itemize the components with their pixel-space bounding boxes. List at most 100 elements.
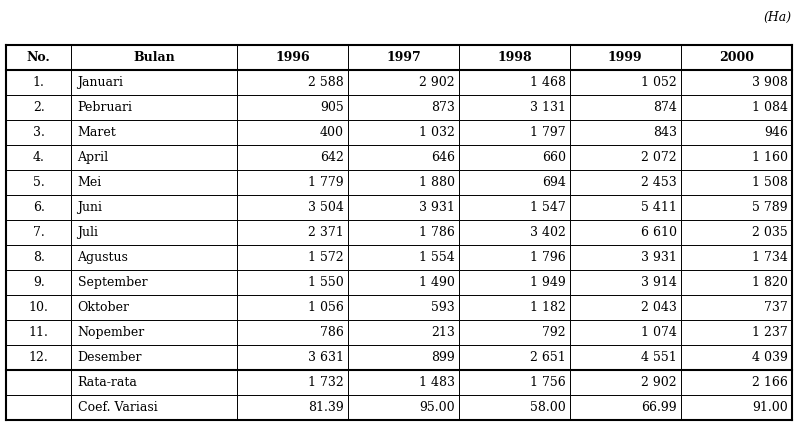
Text: Coef. Variasi: Coef. Variasi [77, 400, 157, 414]
Text: Juli: Juli [77, 226, 98, 239]
Text: 1 490: 1 490 [419, 276, 455, 289]
Text: 2 651: 2 651 [530, 351, 566, 364]
Text: Nopember: Nopember [77, 325, 144, 339]
Text: 642: 642 [320, 151, 344, 164]
Text: 792: 792 [542, 325, 566, 339]
Text: Desember: Desember [77, 351, 142, 364]
Text: Pebruari: Pebruari [77, 101, 132, 114]
Text: Januari: Januari [77, 76, 124, 89]
Text: 1 084: 1 084 [752, 101, 788, 114]
Text: 874: 874 [653, 101, 677, 114]
Text: 1 056: 1 056 [308, 301, 344, 314]
Text: 843: 843 [653, 126, 677, 139]
Text: Maret: Maret [77, 126, 117, 139]
Text: 3 504: 3 504 [308, 201, 344, 214]
Text: 2 072: 2 072 [641, 151, 677, 164]
Text: 1 160: 1 160 [752, 151, 788, 164]
Text: 5 789: 5 789 [752, 201, 788, 214]
Text: 2 902: 2 902 [419, 76, 455, 89]
Text: 899: 899 [431, 351, 455, 364]
Text: 1999: 1999 [608, 51, 642, 64]
Text: 694: 694 [542, 176, 566, 189]
Text: 905: 905 [320, 101, 344, 114]
Text: 646: 646 [431, 151, 455, 164]
Text: 3 131: 3 131 [530, 101, 566, 114]
Text: 3 908: 3 908 [752, 76, 788, 89]
Text: 2 453: 2 453 [641, 176, 677, 189]
Text: 6 610: 6 610 [641, 226, 677, 239]
Text: 2.: 2. [33, 101, 45, 114]
Text: 81.39: 81.39 [308, 400, 344, 414]
Text: 5.: 5. [33, 176, 45, 189]
Text: 660: 660 [542, 151, 566, 164]
Text: 1997: 1997 [386, 51, 421, 64]
Text: 66.99: 66.99 [641, 400, 677, 414]
Text: 2 371: 2 371 [308, 226, 344, 239]
Text: 10.: 10. [29, 301, 49, 314]
Text: 6.: 6. [33, 201, 45, 214]
Text: 3.: 3. [33, 126, 45, 139]
Text: 1 052: 1 052 [641, 76, 677, 89]
Text: 786: 786 [320, 325, 344, 339]
Text: 3 914: 3 914 [641, 276, 677, 289]
Text: 2000: 2000 [719, 51, 753, 64]
Text: 1 074: 1 074 [641, 325, 677, 339]
Text: 400: 400 [320, 126, 344, 139]
Text: 4 039: 4 039 [752, 351, 788, 364]
Text: 213: 213 [431, 325, 455, 339]
Text: Juni: Juni [77, 201, 102, 214]
Text: 9.: 9. [33, 276, 45, 289]
Text: 1 554: 1 554 [419, 250, 455, 264]
Text: 1 182: 1 182 [530, 301, 566, 314]
Text: 2 043: 2 043 [641, 301, 677, 314]
Text: Rata-rata: Rata-rata [77, 376, 137, 389]
Text: 3 931: 3 931 [641, 250, 677, 264]
Text: 1 786: 1 786 [419, 226, 455, 239]
Text: 5 411: 5 411 [641, 201, 677, 214]
Text: 1 779: 1 779 [308, 176, 344, 189]
Text: 7.: 7. [33, 226, 45, 239]
Text: 1 756: 1 756 [530, 376, 566, 389]
Text: Bulan: Bulan [133, 51, 175, 64]
Text: 1 880: 1 880 [419, 176, 455, 189]
Text: 1998: 1998 [497, 51, 531, 64]
Text: September: September [77, 276, 147, 289]
Text: 3 402: 3 402 [530, 226, 566, 239]
Text: 12.: 12. [29, 351, 49, 364]
Text: 1 820: 1 820 [752, 276, 788, 289]
Text: 4 551: 4 551 [641, 351, 677, 364]
Text: 737: 737 [764, 301, 788, 314]
Text: 4.: 4. [33, 151, 45, 164]
Text: Agustus: Agustus [77, 250, 128, 264]
Text: 1 508: 1 508 [752, 176, 788, 189]
Text: 1 572: 1 572 [308, 250, 344, 264]
Text: 873: 873 [431, 101, 455, 114]
Text: 593: 593 [431, 301, 455, 314]
Text: 1 547: 1 547 [530, 201, 566, 214]
Text: 91.00: 91.00 [752, 400, 788, 414]
Text: 1 032: 1 032 [419, 126, 455, 139]
Text: 1 483: 1 483 [419, 376, 455, 389]
Text: 946: 946 [764, 126, 788, 139]
Text: 1.: 1. [33, 76, 45, 89]
Text: 11.: 11. [29, 325, 49, 339]
Text: Oktober: Oktober [77, 301, 129, 314]
Text: 2 588: 2 588 [308, 76, 344, 89]
Text: 1 468: 1 468 [530, 76, 566, 89]
Text: (Ha): (Ha) [764, 11, 792, 24]
Text: 1 550: 1 550 [308, 276, 344, 289]
Text: 2 902: 2 902 [641, 376, 677, 389]
Text: 1 734: 1 734 [752, 250, 788, 264]
Text: 1 796: 1 796 [530, 250, 566, 264]
Text: No.: No. [27, 51, 50, 64]
Text: April: April [77, 151, 109, 164]
Text: 58.00: 58.00 [530, 400, 566, 414]
Text: 1 237: 1 237 [752, 325, 788, 339]
Text: 8.: 8. [33, 250, 45, 264]
Text: 95.00: 95.00 [419, 400, 455, 414]
Text: 2 166: 2 166 [752, 376, 788, 389]
Text: 1996: 1996 [275, 51, 310, 64]
Text: 3 631: 3 631 [308, 351, 344, 364]
Text: 2 035: 2 035 [752, 226, 788, 239]
Text: 3 931: 3 931 [419, 201, 455, 214]
